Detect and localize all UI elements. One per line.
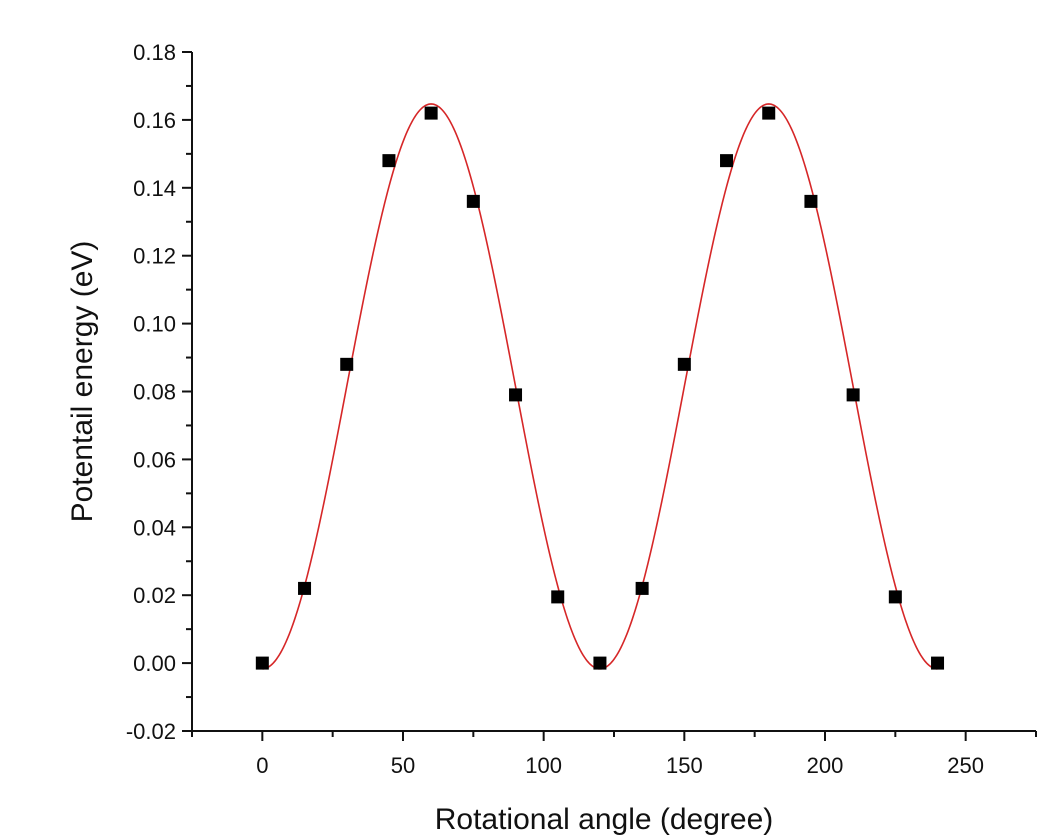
x-tick-label: 0 [256,753,268,778]
fit-curve [262,103,938,670]
data-point [340,357,354,371]
data-point [551,590,565,604]
data-point [762,106,776,120]
y-tick-label: 0.18 [133,40,176,65]
y-tick-label: 0.10 [133,312,176,337]
data-point [677,357,691,371]
data-point [720,154,734,168]
y-tick-label: 0.04 [133,515,176,540]
data-point [635,581,649,595]
data-point [255,656,269,670]
data-point [804,194,818,208]
y-tick-label: 0.16 [133,108,176,133]
x-tick-label: 250 [947,753,984,778]
y-tick-label: 0.12 [133,244,176,269]
y-tick-label: 0.02 [133,583,176,608]
x-tick-label: 50 [391,753,415,778]
y-tick-label: 0.00 [133,651,176,676]
x-tick-label: 150 [666,753,703,778]
axes [182,51,1037,741]
y-tick-label: -0.02 [126,719,176,744]
data-point [593,656,607,670]
y-tick-label: 0.06 [133,447,176,472]
data-point [298,581,312,595]
x-tick-label: 200 [807,753,844,778]
data-point [931,656,945,670]
y-axis-title: Potentail energy (eV) [66,241,99,523]
y-tick-label: 0.08 [133,380,176,405]
data-point [382,154,396,168]
data-point [509,388,523,402]
x-axis-title: Rotational angle (degree) [435,803,774,836]
data-point [888,590,902,604]
x-tick-label: 100 [525,753,562,778]
y-tick-label: 0.14 [133,176,176,201]
data-point [846,388,860,402]
axis-labels-layer: -0.02 0.00 0.02 0.04 0.06 0.08 0.10 0.12 0.14 0.1… [66,40,984,836]
data-points-layer [255,106,945,670]
fit-curve-layer [262,103,938,670]
data-point [424,106,438,120]
data-point [466,194,480,208]
